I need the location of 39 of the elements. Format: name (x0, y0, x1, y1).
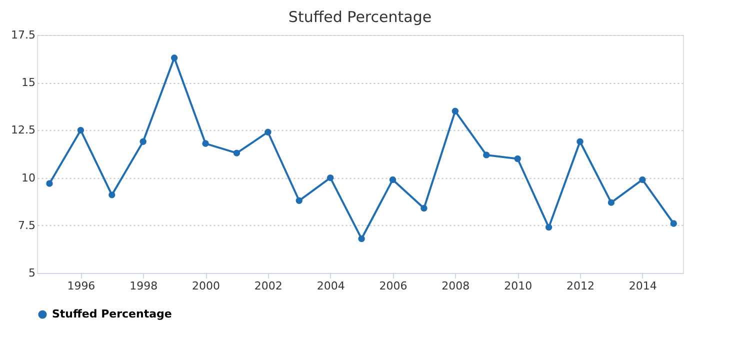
x-tick-label: 2002 (254, 280, 282, 292)
point (46, 180, 53, 187)
point (108, 192, 116, 198)
y-tick-label: 17.5 (11, 28, 36, 42)
point (420, 204, 428, 212)
point (670, 220, 677, 227)
y-tick-label: 10 (22, 171, 36, 184)
y-tick-label: 5 (28, 266, 36, 280)
point (264, 128, 272, 136)
point (296, 197, 302, 204)
x-tick-label: 2012 (566, 280, 595, 292)
point (452, 108, 459, 115)
legend-label: Stuffed Percentage (52, 308, 172, 320)
point (514, 155, 521, 162)
x-tick-label: 1996 (67, 280, 96, 292)
point (77, 126, 84, 134)
point (545, 224, 552, 231)
y-tick-label: 15 (22, 76, 36, 90)
point (639, 176, 646, 184)
point (327, 174, 334, 182)
chart-title: Stuffed Percentage (288, 8, 432, 26)
y-tick-label: 7.5 (18, 218, 36, 232)
point (576, 138, 584, 145)
point (483, 152, 490, 158)
point (358, 235, 365, 242)
point (233, 150, 240, 156)
x-tick-label: 1998 (130, 280, 158, 292)
y-tick-label: 12.5 (11, 124, 36, 137)
point (608, 199, 615, 206)
x-tick-label: 2006 (379, 280, 408, 292)
point (140, 138, 146, 145)
point (202, 140, 209, 147)
x-tick-label: 2014 (628, 280, 657, 292)
x-tick-label: 2004 (316, 280, 345, 292)
point (389, 176, 396, 184)
x-tick-label: 2008 (442, 280, 470, 292)
x-tick-label: 2010 (504, 280, 532, 292)
x-tick-label: 2000 (192, 280, 220, 292)
point (170, 54, 178, 62)
